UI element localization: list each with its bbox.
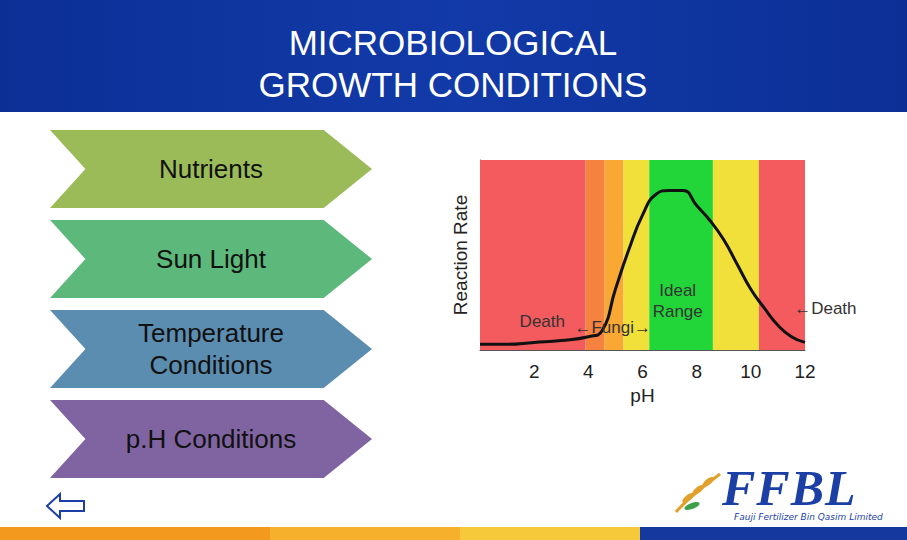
svg-text:Death: Death xyxy=(520,312,565,331)
html-text:MICROBIOLOGICAL GROWTH CONDITI: MICROBIOLOGICAL GROWTH CONDITIONS xyxy=(258,23,648,104)
svg-text:Reaction Rate: Reaction Rate xyxy=(450,195,471,315)
html-text:Nutrients: Nutrients xyxy=(159,154,263,184)
svg-text:4: 4 xyxy=(583,361,594,382)
svg-text:Ideal: Ideal xyxy=(659,281,696,300)
svg-text:8: 8 xyxy=(691,361,702,382)
svg-text:←Fungi→: ←Fungi→ xyxy=(574,318,651,337)
svg-text:10: 10 xyxy=(740,361,761,382)
html-text:p.H Conditions: p.H Conditions xyxy=(125,424,297,454)
html-text:Fauji Fertilizer Bin Qasim Lim: Fauji Fertilizer Bin Qasim Limited xyxy=(734,512,883,522)
svg-text:pH: pH xyxy=(630,385,654,406)
svg-text:2: 2 xyxy=(529,361,540,382)
svg-text:Range: Range xyxy=(653,302,703,321)
html-text:Temperature Conditions: Temperature Conditions xyxy=(138,318,284,380)
html-text:Sun Light: Sun Light xyxy=(156,244,266,274)
svg-text:6: 6 xyxy=(637,361,648,382)
svg-text:12: 12 xyxy=(794,361,815,382)
svg-text:←Death: ←Death xyxy=(794,299,856,318)
html-text:FFBL: FFBL xyxy=(722,460,857,516)
